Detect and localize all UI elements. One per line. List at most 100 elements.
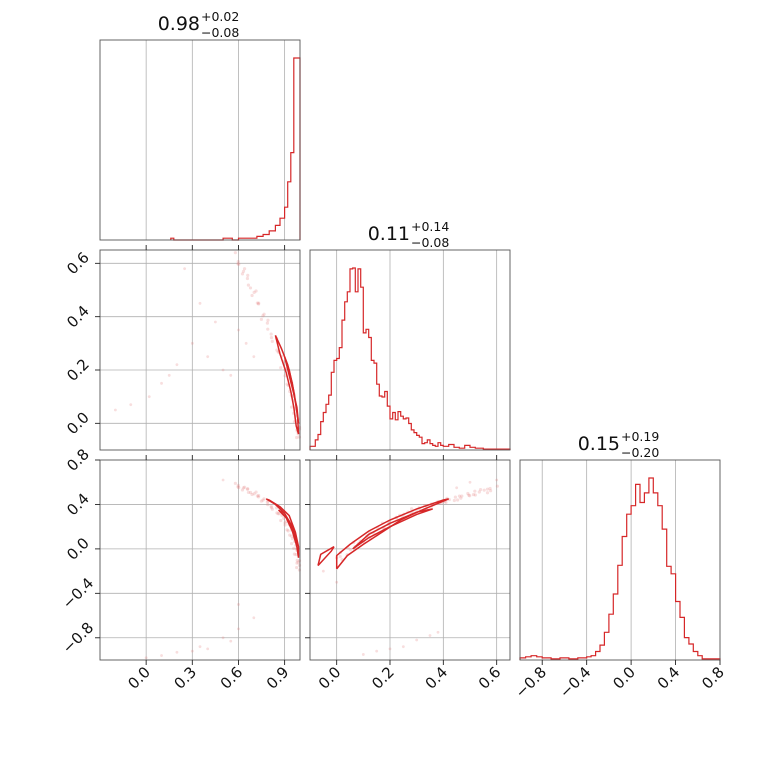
scatter-point — [295, 435, 299, 440]
scatter-point — [246, 273, 250, 277]
scatter-point — [245, 276, 250, 281]
scatter-point — [236, 260, 240, 264]
scatter-point — [297, 435, 302, 439]
scatter-point — [269, 506, 274, 510]
scatter-point — [113, 408, 117, 412]
scatter-point — [244, 341, 248, 345]
scatter-point — [257, 493, 261, 498]
scatter-point — [285, 528, 289, 532]
scatter-point — [261, 314, 265, 318]
scatter-point — [468, 494, 472, 498]
ytick-label-1-2: 0.4 — [63, 302, 93, 332]
scatter-point — [248, 490, 253, 495]
scatter-point — [246, 283, 251, 287]
scatter-point — [237, 603, 240, 606]
scatter-point — [236, 485, 240, 489]
ytick-label-2-4: 0.8 — [63, 445, 93, 475]
scatter-point — [269, 504, 273, 508]
scatter-point — [495, 478, 499, 482]
ytick-label-1-1: 0.2 — [63, 355, 93, 385]
scatter-point — [242, 485, 247, 489]
ytick-label-1-3: 0.6 — [63, 249, 93, 279]
title-2-minus: −0.20 — [621, 445, 659, 460]
xtick-label-0-2: 0.6 — [217, 663, 247, 693]
contour-2-0 — [335, 498, 449, 570]
scatter-point — [265, 500, 269, 504]
scatter-point — [292, 546, 296, 551]
scatter-point — [252, 355, 256, 359]
scatter-point — [147, 395, 151, 399]
scatter-point — [254, 289, 258, 293]
scatter-point — [206, 355, 210, 359]
scatter-point — [237, 627, 240, 631]
scatter-point — [471, 492, 476, 497]
scatter-point — [250, 492, 254, 497]
panel-frame-2-1 — [309, 459, 511, 661]
scatter-point — [256, 495, 261, 499]
scatter-point — [252, 616, 256, 620]
scatter-point — [283, 523, 287, 527]
scatter-point — [292, 552, 297, 556]
scatter-point — [265, 321, 269, 325]
scatter-point — [144, 656, 148, 660]
scatter-point — [279, 366, 283, 370]
scatter-point — [237, 485, 241, 490]
scatter-layer — [113, 251, 499, 660]
scatter-point — [473, 493, 477, 497]
scatter-point — [240, 272, 245, 276]
xtick-label-2-0: −0.8 — [512, 663, 550, 701]
scatter-point — [348, 548, 352, 552]
scatter-point — [248, 286, 253, 290]
scatter-point — [221, 478, 225, 482]
scatter-point — [286, 529, 290, 533]
panel-title-2: 0.15 — [578, 433, 620, 455]
scatter-point — [289, 405, 294, 409]
title-0-plus: +0.02 — [201, 9, 239, 24]
scatter-point — [266, 327, 270, 331]
histogram-2 — [519, 477, 721, 660]
scatter-point — [242, 267, 247, 271]
contour-2-2 — [317, 546, 335, 567]
scatter-point — [459, 496, 463, 500]
scatter-point — [485, 487, 490, 491]
scatter-point — [297, 568, 302, 572]
panel-title-1: 0.11 — [368, 223, 410, 245]
scatter-point — [237, 262, 241, 266]
scatter-point — [460, 494, 464, 498]
scatter-point — [297, 563, 302, 567]
xtick-label-1-1: 0.2 — [368, 663, 398, 693]
scatter-point — [160, 654, 163, 657]
scatter-point — [256, 302, 261, 306]
scatter-point — [241, 486, 246, 490]
title-1-plus: +0.14 — [411, 219, 449, 234]
scatter-point — [246, 490, 251, 495]
scatter-point — [262, 312, 266, 316]
scatter-point — [175, 650, 179, 654]
scatter-point — [452, 498, 456, 503]
scatter-point — [252, 290, 256, 294]
scatter-point — [237, 328, 240, 332]
contour-1-0 — [265, 498, 300, 558]
scatter-point — [466, 491, 470, 496]
scatter-point — [276, 512, 280, 516]
scatter-point — [485, 491, 490, 495]
histogram-1 — [309, 267, 511, 450]
xtick-label-2-1: −0.4 — [556, 663, 594, 701]
title-0-value: 0.98 — [158, 13, 200, 35]
series-layer — [170, 57, 721, 660]
scatter-point — [489, 489, 493, 493]
scatter-point — [453, 495, 458, 499]
scatter-point — [259, 317, 263, 321]
scatter-point — [297, 559, 302, 563]
scatter-point — [240, 488, 245, 492]
scatter-point — [236, 262, 240, 266]
scatter-point — [241, 269, 246, 274]
scatter-point — [321, 569, 325, 573]
scatter-point — [233, 481, 237, 485]
scatter-point — [221, 368, 225, 372]
scatter-point — [436, 630, 440, 634]
contour-1-1 — [277, 509, 298, 547]
title-0-minus: −0.08 — [201, 25, 239, 40]
scatter-point — [229, 639, 233, 643]
scatter-point — [295, 558, 299, 562]
